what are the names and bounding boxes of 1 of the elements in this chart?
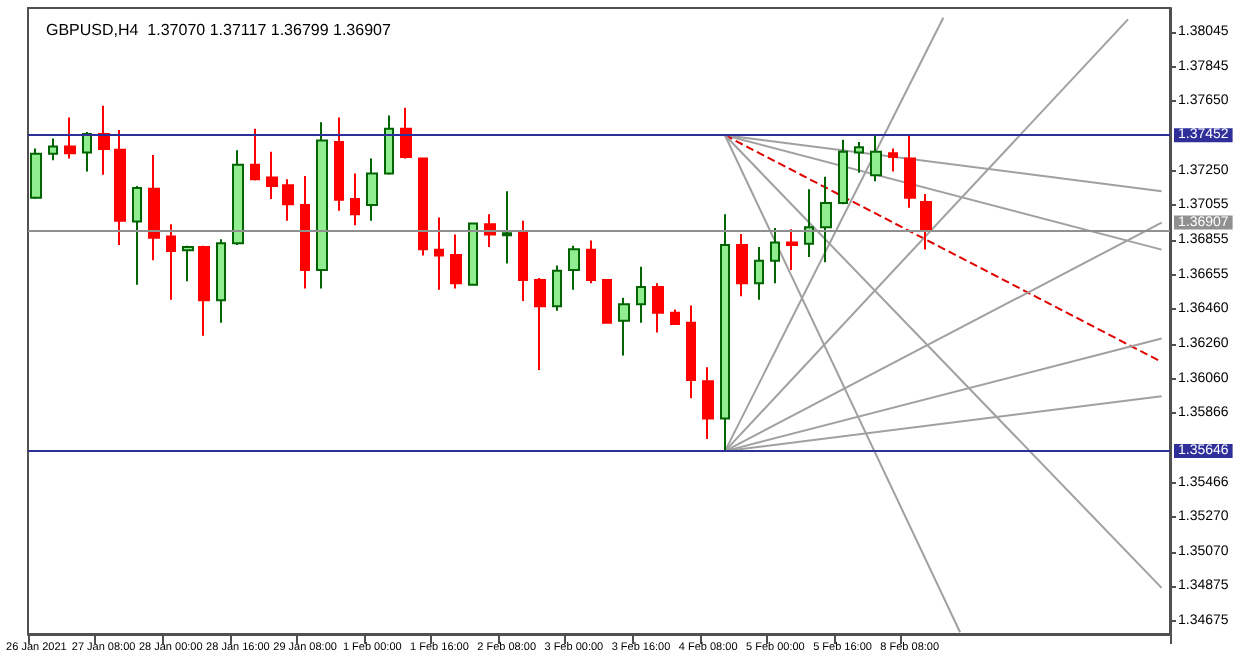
text: GBPUSD,H4 1.37070 1.37117 1.36799 1.36907 (46, 21, 392, 39)
